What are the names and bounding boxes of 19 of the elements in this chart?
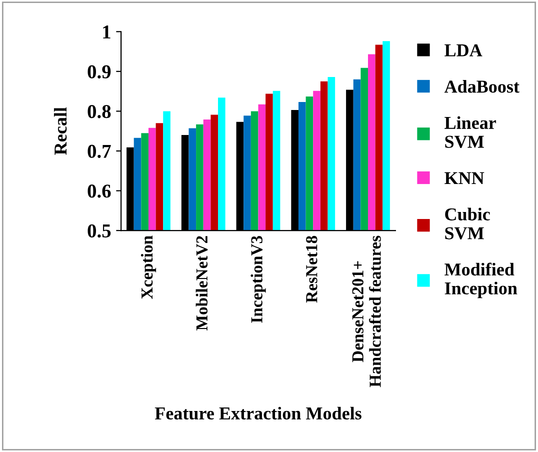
y-tick-label: 0.8 [88,105,111,118]
legend-label: KNN [444,172,484,184]
x-tick-label: ResNet18 [306,236,318,303]
legend-label: Modified Inception [444,262,518,298]
legend-label: AdaBoost [444,80,520,93]
y-axis-title: Recall [54,107,67,155]
x-tick-label: MobileNetV2 [196,236,208,330]
legend-label: LDA [444,44,482,56]
legend-label: Cubic SVM [445,208,490,240]
x-tick-label: Xception [140,236,156,299]
y-tick-label: 0.6 [88,184,111,198]
x-axis-title: Feature Extraction Models [154,406,362,420]
y-tick-label: 0.7 [88,144,111,158]
x-tick-label: InceptionV3 [250,236,266,323]
legend-label: Linear SVM [444,116,496,148]
y-tick-label: 0.5 [88,224,111,238]
y-tick-label: 1 [103,26,110,38]
x-tick-label: DenseNet201+ Handcrafted features [352,236,381,388]
y-tick-label: 0.9 [88,65,111,78]
